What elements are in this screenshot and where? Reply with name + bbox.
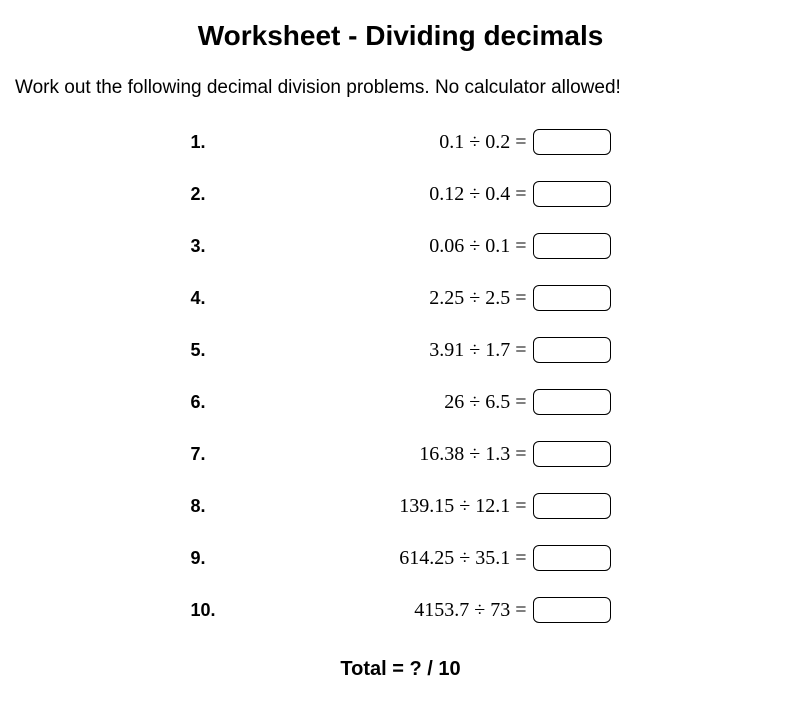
answer-input[interactable] [533, 493, 611, 519]
answer-input[interactable] [533, 129, 611, 155]
dividend: 2.25 [429, 287, 464, 309]
division-sign: ÷ [469, 131, 480, 153]
equals-sign: = [515, 443, 526, 465]
dividend: 26 [444, 391, 464, 413]
problem-row: 2.0.12 ÷ 0.4 = [191, 181, 611, 207]
problem-number: 4. [191, 288, 231, 309]
equals-sign: = [515, 391, 526, 413]
problem-row: 5.3.91 ÷ 1.7 = [191, 337, 611, 363]
division-sign: ÷ [474, 599, 485, 621]
division-sign: ÷ [469, 339, 480, 361]
problem-number: 5. [191, 340, 231, 361]
problem-number: 3. [191, 236, 231, 257]
worksheet-title: Worksheet - Dividing decimals [15, 20, 786, 52]
problem-expression: 0.1 ÷ 0.2 = [231, 131, 533, 154]
problem-expression: 139.15 ÷ 12.1 = [231, 495, 533, 518]
problem-row: 8.139.15 ÷ 12.1 = [191, 493, 611, 519]
answer-input[interactable] [533, 389, 611, 415]
division-sign: ÷ [469, 235, 480, 257]
problem-row: 7.16.38 ÷ 1.3 = [191, 441, 611, 467]
instructions-text: Work out the following decimal division … [15, 77, 786, 99]
answer-input[interactable] [533, 597, 611, 623]
dividend: 614.25 [399, 547, 454, 569]
division-sign: ÷ [459, 547, 470, 569]
divisor: 12.1 [475, 495, 510, 517]
problem-number: 2. [191, 184, 231, 205]
answer-input[interactable] [533, 441, 611, 467]
equals-sign: = [515, 235, 526, 257]
problem-expression: 614.25 ÷ 35.1 = [231, 547, 533, 570]
division-sign: ÷ [469, 443, 480, 465]
dividend: 0.1 [439, 131, 464, 153]
equals-sign: = [515, 183, 526, 205]
problem-number: 6. [191, 392, 231, 413]
problem-expression: 3.91 ÷ 1.7 = [231, 339, 533, 362]
equals-sign: = [515, 599, 526, 621]
problem-row: 10.4153.7 ÷ 73 = [191, 597, 611, 623]
divisor: 1.7 [485, 339, 510, 361]
problem-number: 10. [191, 600, 231, 621]
problem-expression: 2.25 ÷ 2.5 = [231, 287, 533, 310]
divisor: 6.5 [485, 391, 510, 413]
problem-row: 9.614.25 ÷ 35.1 = [191, 545, 611, 571]
problem-row: 6.26 ÷ 6.5 = [191, 389, 611, 415]
problem-expression: 26 ÷ 6.5 = [231, 391, 533, 414]
dividend: 0.06 [429, 235, 464, 257]
problem-number: 7. [191, 444, 231, 465]
dividend: 139.15 [399, 495, 454, 517]
division-sign: ÷ [469, 183, 480, 205]
dividend: 3.91 [429, 339, 464, 361]
problem-expression: 0.12 ÷ 0.4 = [231, 183, 533, 206]
divisor: 1.3 [485, 443, 510, 465]
divisor: 2.5 [485, 287, 510, 309]
answer-input[interactable] [533, 233, 611, 259]
divisor: 0.1 [485, 235, 510, 257]
answer-input[interactable] [533, 285, 611, 311]
division-sign: ÷ [469, 287, 480, 309]
problem-row: 3.0.06 ÷ 0.1 = [191, 233, 611, 259]
division-sign: ÷ [459, 495, 470, 517]
problem-number: 1. [191, 132, 231, 153]
problem-row: 1.0.1 ÷ 0.2 = [191, 129, 611, 155]
division-sign: ÷ [469, 391, 480, 413]
equals-sign: = [515, 495, 526, 517]
total-score: Total = ? / 10 [15, 658, 786, 681]
dividend: 16.38 [419, 443, 464, 465]
problem-expression: 16.38 ÷ 1.3 = [231, 443, 533, 466]
problem-number: 9. [191, 548, 231, 569]
problems-list: 1.0.1 ÷ 0.2 =2.0.12 ÷ 0.4 =3.0.06 ÷ 0.1 … [15, 129, 786, 623]
equals-sign: = [515, 287, 526, 309]
equals-sign: = [515, 131, 526, 153]
dividend: 0.12 [429, 183, 464, 205]
divisor: 73 [490, 599, 510, 621]
problem-number: 8. [191, 496, 231, 517]
problem-expression: 4153.7 ÷ 73 = [231, 599, 533, 622]
divisor: 0.2 [485, 131, 510, 153]
problem-row: 4.2.25 ÷ 2.5 = [191, 285, 611, 311]
equals-sign: = [515, 547, 526, 569]
equals-sign: = [515, 339, 526, 361]
divisor: 0.4 [485, 183, 510, 205]
dividend: 4153.7 [414, 599, 469, 621]
divisor: 35.1 [475, 547, 510, 569]
problem-expression: 0.06 ÷ 0.1 = [231, 235, 533, 258]
answer-input[interactable] [533, 545, 611, 571]
answer-input[interactable] [533, 181, 611, 207]
answer-input[interactable] [533, 337, 611, 363]
